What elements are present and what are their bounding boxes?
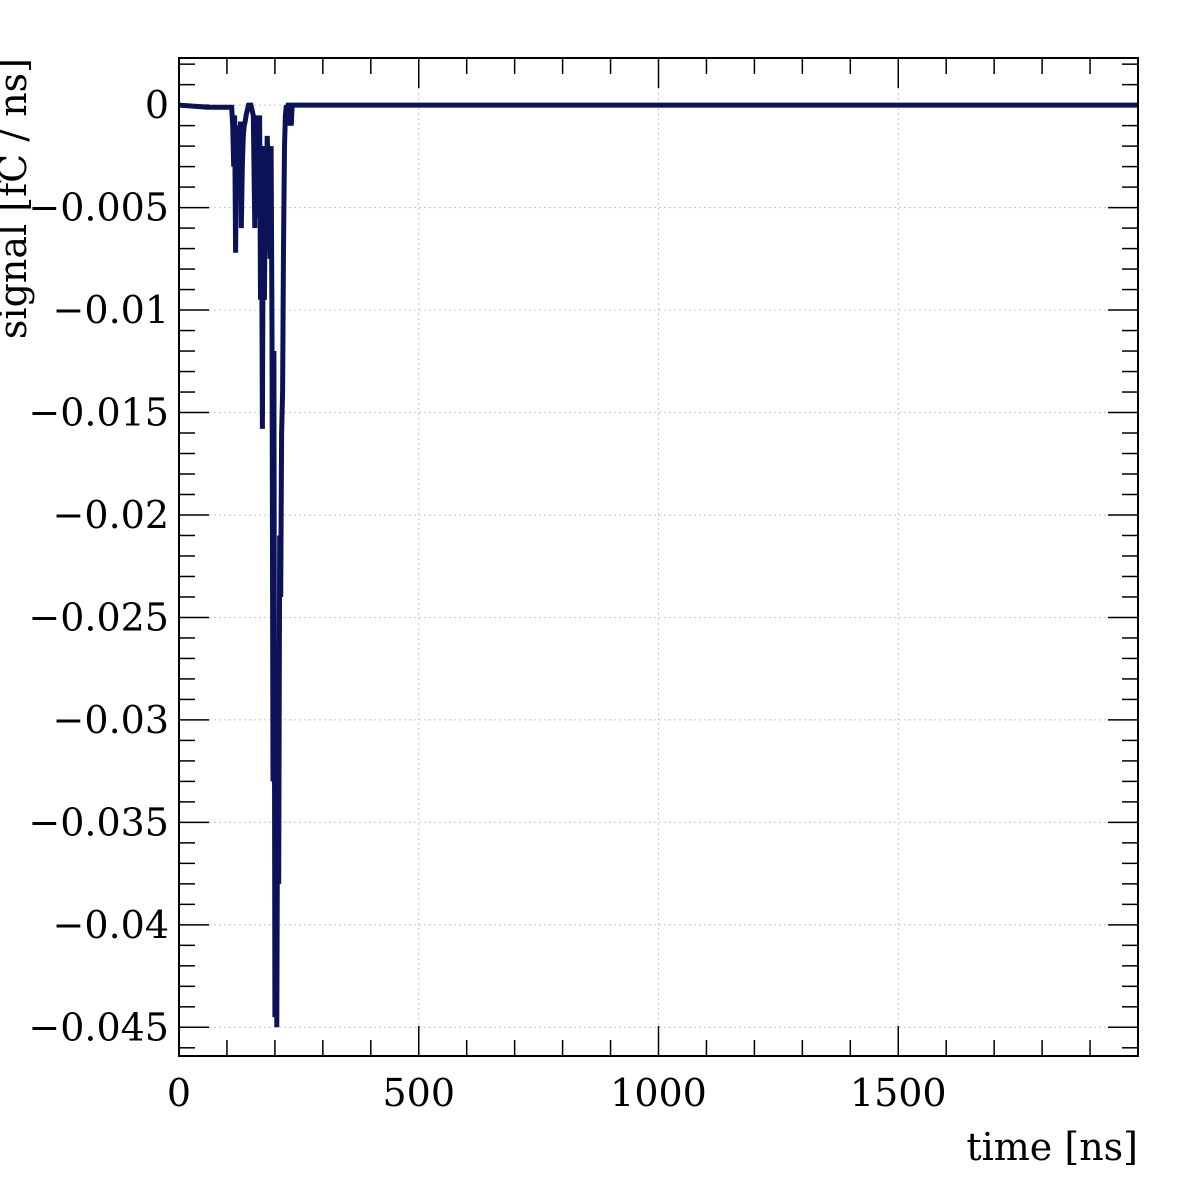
y-tick-label: 0 [145,83,169,127]
x-axis-title: time [ns] [966,1125,1138,1169]
x-tick-labels: 0 500 1000 1500 [167,1071,947,1115]
y-tick-label: −0.015 [28,391,169,435]
y-tick-label: −0.04 [53,903,169,947]
tick-marks [178,58,1138,1056]
y-tick-labels: 0 −0.005 −0.01 −0.015 −0.02 −0.025 −0.03 −0.035… [28,83,169,1049]
grid-layer [179,58,1138,1056]
y-tick-label: −0.02 [53,493,169,537]
y-tick-label: −0.035 [28,800,169,844]
y-tick-label: −0.045 [28,1005,169,1049]
y-tick-label: −0.025 [28,595,169,639]
x-tick-label: 0 [167,1071,191,1115]
x-tick-label: 1000 [610,1071,707,1115]
y-tick-label: −0.03 [53,698,169,742]
x-tick-label: 1500 [850,1071,947,1115]
series-layer [178,102,1138,1028]
y-axis-title: signal [fC / ns] [0,58,35,339]
plot-frame [178,57,1139,1057]
y-tick-label: −0.005 [28,186,169,230]
y-tick-label: −0.01 [53,288,169,332]
x-tick-label: 500 [382,1071,455,1115]
signal-series-line [178,102,1138,1028]
